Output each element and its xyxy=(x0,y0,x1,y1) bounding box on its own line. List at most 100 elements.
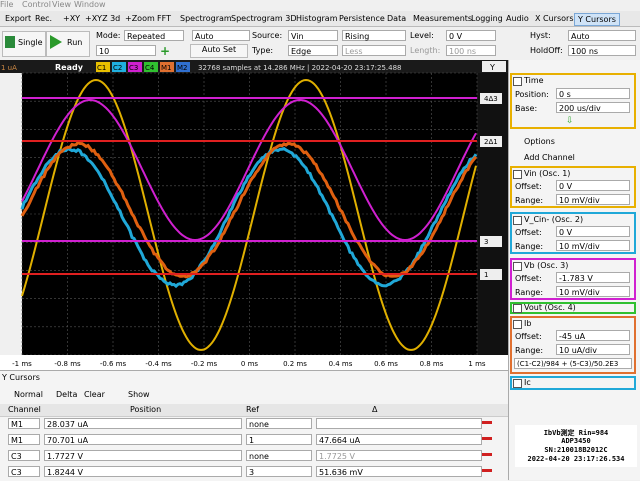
dropdown[interactable]: Vin xyxy=(288,30,338,41)
input[interactable]: 10 xyxy=(96,45,156,56)
run-icon xyxy=(50,35,62,49)
dropdown[interactable]: 10 mV/div xyxy=(556,194,630,205)
cursor-cell[interactable]: 1 xyxy=(246,434,312,445)
input[interactable]: -45 uA xyxy=(556,330,630,341)
menu-item[interactable]: View xyxy=(52,0,71,9)
tab[interactable]: Data xyxy=(384,13,409,24)
tab[interactable]: Histogram xyxy=(293,13,341,24)
checkbox[interactable] xyxy=(513,170,522,179)
dropdown[interactable]: Edge xyxy=(288,45,338,56)
cursor-cell[interactable]: 1.8244 V xyxy=(44,466,242,477)
label: Position: xyxy=(515,90,549,99)
checkbox[interactable] xyxy=(513,77,522,86)
tab[interactable]: FFT xyxy=(154,13,174,24)
channel-name: Vin (Osc. 1) xyxy=(524,169,570,178)
channel-badge-label: C2 xyxy=(113,64,122,72)
channel-badge-label: M1 xyxy=(161,64,172,72)
status: Ready xyxy=(55,63,84,72)
dropdown[interactable]: 10 mV/div xyxy=(556,240,630,251)
tab[interactable]: Persistence xyxy=(336,13,388,24)
dropdown[interactable]: Auto xyxy=(568,30,636,41)
x-tick-label: 0.6 ms xyxy=(374,360,398,368)
cursor-button[interactable]: Delta xyxy=(56,390,77,399)
input[interactable]: 0 V xyxy=(556,226,630,237)
unit-label: 1 uA xyxy=(1,64,17,72)
dropdown[interactable]: Rising xyxy=(342,30,406,41)
menu-item[interactable]: Window xyxy=(74,0,106,9)
tab[interactable]: Audio xyxy=(503,13,532,24)
arrow: ⇩ xyxy=(566,116,574,126)
channel-name: Ic xyxy=(524,378,531,387)
input[interactable]: 100 ns xyxy=(446,45,496,56)
plot: 1 uA Ready C1 C2 C3 C4 M1 M2 32768 samples at 14… xyxy=(0,60,508,370)
menu-item[interactable]: Control xyxy=(22,0,51,9)
cursor-cell[interactable]: C3 xyxy=(8,466,40,477)
formula[interactable]: (C1-C2)/984 + (5-C3)/50.2E3 xyxy=(514,358,632,369)
button[interactable]: Auto Set xyxy=(190,44,248,58)
delete-button[interactable] xyxy=(482,453,492,456)
tab[interactable]: Rec. xyxy=(32,13,55,24)
checkbox[interactable] xyxy=(513,304,522,313)
menu-item[interactable]: File xyxy=(0,0,13,9)
cursor-cell[interactable]: none xyxy=(246,450,312,461)
tab[interactable]: +XY xyxy=(60,13,83,24)
x-tick-label: -0.6 ms xyxy=(100,360,127,368)
input[interactable]: 0 V xyxy=(446,30,496,41)
delete-button[interactable] xyxy=(482,421,492,424)
label: Offset: xyxy=(515,182,542,191)
input[interactable]: 0 s xyxy=(556,88,630,99)
checkbox[interactable] xyxy=(513,216,522,225)
cursor-cell[interactable]: 3 xyxy=(246,466,312,477)
options[interactable]: Options xyxy=(524,137,555,146)
y-button-label: Y xyxy=(489,63,495,72)
cursor-cell[interactable]: none xyxy=(246,418,312,429)
tab[interactable]: Y Cursors xyxy=(574,13,620,26)
tab[interactable]: +Zoom xyxy=(122,13,158,24)
dropdown[interactable]: Auto xyxy=(192,30,250,41)
input[interactable]: 200 us/div xyxy=(556,102,630,113)
cursor-tag-label: 2Δ1 xyxy=(484,138,498,146)
checkbox[interactable] xyxy=(513,379,522,388)
cursor-cell: 1.7725 V xyxy=(316,450,482,461)
input[interactable]: 100 ns xyxy=(568,45,636,56)
cursor-cell[interactable]: 28.037 uA xyxy=(44,418,242,429)
dropdown[interactable]: Repeated xyxy=(124,30,184,41)
label: Range: xyxy=(515,346,543,355)
tab[interactable]: Export xyxy=(2,13,34,24)
channel-name: V_Cin- (Osc. 2) xyxy=(524,215,583,224)
delete-button[interactable] xyxy=(482,469,492,472)
tab[interactable]: Spectrogram xyxy=(177,13,235,24)
cursor-button[interactable]: Clear xyxy=(84,390,105,399)
panel-title: Y Cursors xyxy=(2,373,40,382)
table-header: Ref xyxy=(246,405,259,414)
tab[interactable]: +XYZ 3d xyxy=(82,13,123,24)
cursor-cell[interactable]: 70.701 uA xyxy=(44,434,242,445)
label: HoldOff: xyxy=(530,46,563,55)
table-header: Δ xyxy=(372,405,377,414)
cursor-button[interactable]: Show xyxy=(128,390,150,399)
single-label: Single xyxy=(18,38,43,47)
single-icon xyxy=(5,36,15,48)
tab[interactable]: Spectrogram 3D xyxy=(228,13,299,24)
dropdown[interactable]: Less xyxy=(342,45,406,56)
table-header: Channel xyxy=(8,405,41,414)
cursor-cell[interactable]: M1 xyxy=(8,418,40,429)
input[interactable]: -1.783 V xyxy=(556,272,630,283)
cursor-cell[interactable]: M1 xyxy=(8,434,40,445)
cursor-cell[interactable]: 1.7727 V xyxy=(44,450,242,461)
cursor-tag-label: 4Δ3 xyxy=(484,95,498,103)
input[interactable]: 0 V xyxy=(556,180,630,191)
channel-badge-label: C3 xyxy=(129,64,138,72)
tab[interactable]: X Cursors xyxy=(532,13,577,24)
tab[interactable]: Logging xyxy=(468,13,506,24)
add-channel[interactable]: Add Channel xyxy=(524,153,575,162)
cursor-cell[interactable]: C3 xyxy=(8,450,40,461)
checkbox[interactable] xyxy=(513,320,522,329)
cursor-button[interactable]: Normal xyxy=(14,390,43,399)
dropdown[interactable]: 10 uA/div xyxy=(556,344,630,355)
x-tick-label: 0.8 ms xyxy=(420,360,444,368)
checkbox[interactable] xyxy=(513,262,522,271)
tab[interactable]: Measurements xyxy=(410,13,475,24)
dropdown[interactable]: 10 mV/div xyxy=(556,286,630,297)
delete-button[interactable] xyxy=(482,437,492,440)
